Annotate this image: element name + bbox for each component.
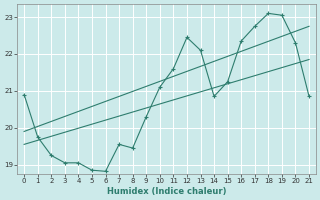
X-axis label: Humidex (Indice chaleur): Humidex (Indice chaleur) (107, 187, 226, 196)
